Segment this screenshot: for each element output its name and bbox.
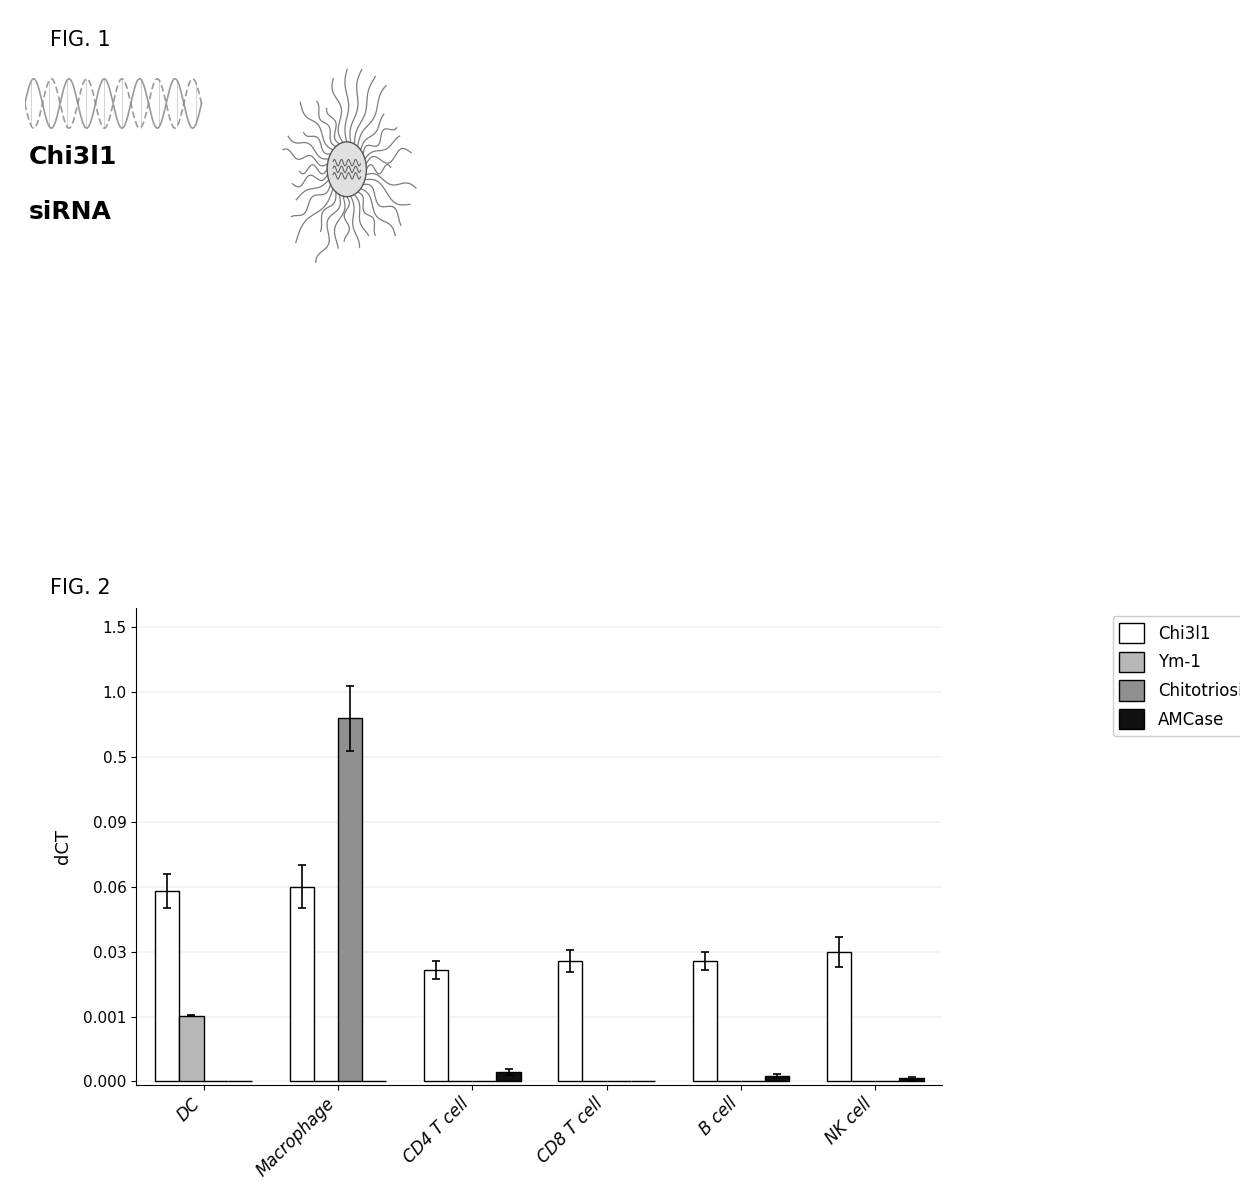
Text: siRNA: siRNA bbox=[29, 199, 112, 224]
Bar bbox=[765, 1076, 789, 1081]
Bar bbox=[558, 961, 583, 1081]
Bar bbox=[289, 887, 314, 1081]
Bar bbox=[180, 1016, 203, 1081]
Bar bbox=[155, 892, 180, 1081]
Legend: Chi3l1, Ym-1, Chitotriosidase, AMCase: Chi3l1, Ym-1, Chitotriosidase, AMCase bbox=[1112, 616, 1240, 735]
Bar bbox=[337, 719, 362, 1081]
Text: Chi3l1: Chi3l1 bbox=[29, 144, 117, 169]
Y-axis label: dCT: dCT bbox=[55, 828, 72, 864]
Bar bbox=[496, 1072, 521, 1081]
Bar bbox=[899, 1079, 924, 1081]
Text: FIG. 2: FIG. 2 bbox=[50, 578, 110, 598]
Text: FIG. 1: FIG. 1 bbox=[50, 30, 110, 50]
Circle shape bbox=[327, 142, 367, 197]
Bar bbox=[827, 951, 851, 1081]
Bar bbox=[424, 969, 448, 1081]
Bar bbox=[692, 961, 717, 1081]
